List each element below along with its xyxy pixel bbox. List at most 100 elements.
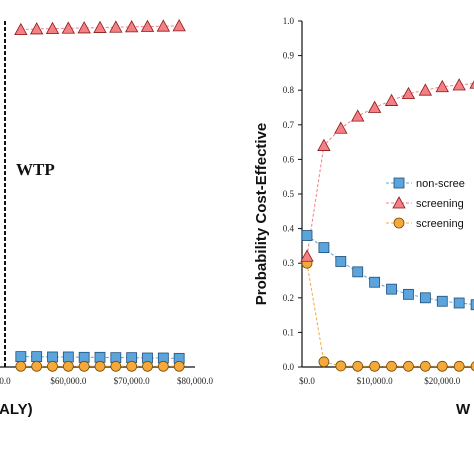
left-x-tick-label: $70,000.0 (114, 376, 151, 386)
right-point-0 (436, 295, 448, 307)
left-point-0 (93, 20, 107, 33)
left-point-2 (78, 360, 90, 372)
right-y-tick-label: 0.2 (283, 293, 294, 303)
left-point-1 (47, 351, 58, 363)
right-y-tick-label: 0.9 (283, 51, 295, 61)
legend-triangle-icon (392, 196, 406, 209)
right-x-tick-label: $20,000.0 (424, 376, 461, 386)
right-point-1 (418, 83, 433, 96)
left-point-2 (142, 360, 153, 372)
right-y-tick-label: 0.7 (283, 120, 295, 130)
wtp-annotation: WTP (16, 160, 55, 179)
left-point-1 (62, 351, 74, 363)
right-point-0 (403, 288, 414, 300)
left-x-ticks: 0.0 $60,000.0 $70,000.0 $80,000.0 (0, 376, 214, 386)
left-point-0 (45, 21, 60, 35)
left-point-2 (31, 360, 43, 372)
right-point-0 (419, 292, 431, 304)
left-point-0 (77, 21, 91, 34)
right-point-0 (318, 242, 330, 254)
left-panel: 0.0 $60,000.0 $70,000.0 $80,000.0 WTP ALY) (0, 19, 214, 418)
legend-label-2: screening (416, 218, 464, 230)
legend-label-1: screening (416, 198, 464, 210)
left-point-0 (156, 19, 171, 32)
right-point-1 (367, 100, 382, 113)
right-x-tick-label: $0.0 (299, 376, 315, 386)
left-point-1 (94, 351, 106, 363)
left-point-2 (110, 360, 122, 372)
right-point-1 (334, 121, 348, 134)
right-point-0 (453, 297, 465, 309)
left-point-0 (109, 20, 123, 33)
legend-label-0: non-scree (416, 178, 465, 190)
right-y-tick-label: 1.0 (283, 16, 295, 26)
right-series-line-1 (306, 82, 474, 257)
right-y-axis-title: Probability Cost-Effective (253, 123, 270, 306)
right-point-1 (452, 78, 466, 91)
right-x-axis-title: W (456, 401, 471, 418)
left-series-line-0 (20, 25, 180, 31)
right-y-tick-label: 0.6 (283, 154, 295, 164)
left-x-tick-label: $60,000.0 (50, 376, 87, 386)
right-point-0 (369, 276, 381, 288)
left-point-2 (15, 360, 27, 372)
left-point-0 (14, 22, 28, 36)
right-x-tick-label: $10,000.0 (357, 376, 394, 386)
right-series-line-2 (306, 263, 474, 367)
left-point-0 (124, 20, 139, 33)
right-point-2 (403, 360, 414, 372)
right-point-1 (469, 80, 474, 89)
left-point-2 (47, 360, 58, 372)
right-point-1 (435, 79, 449, 93)
right-y-tick-label: 0.4 (283, 224, 295, 234)
right-point-1 (351, 109, 365, 122)
right-point-0 (335, 256, 347, 267)
right-y-tick-label: 0.5 (283, 189, 295, 199)
left-x-tick-label: 0.0 (0, 376, 11, 386)
legend: non-scree screening screening (386, 177, 465, 230)
left-point-1 (31, 351, 43, 363)
right-point-2 (419, 360, 431, 372)
right-point-2 (470, 361, 474, 372)
left-x-axis-title: ALY) (0, 401, 33, 418)
left-x-tick-label: $80,000.0 (177, 376, 214, 386)
right-point-2 (352, 360, 364, 372)
left-point-0 (140, 19, 155, 32)
right-panel: 0.0 0.1 0.2 0.3 0.4 0.5 0.6 0.7 0.8 0.9 1.0 $0.0 $1… (253, 16, 474, 418)
left-point-2 (173, 360, 185, 372)
right-point-2 (318, 356, 330, 368)
right-point-2 (453, 360, 465, 372)
left-point-2 (157, 360, 169, 372)
left-point-2 (62, 360, 74, 372)
right-point-0 (470, 299, 474, 311)
right-point-1 (384, 93, 399, 106)
right-y-ticks: 0.0 0.1 0.2 0.3 0.4 0.5 0.6 0.7 0.8 0.9 1.0 (283, 16, 302, 372)
left-point-0 (29, 22, 44, 35)
left-point-0 (61, 21, 76, 34)
left-point-1 (78, 351, 90, 363)
right-point-0 (386, 283, 397, 295)
legend-circle-icon (393, 217, 405, 229)
right-point-2 (369, 360, 381, 372)
right-x-ticks: $0.0 $10,000.0 $20,000.0 (299, 376, 461, 386)
right-point-0 (352, 266, 364, 278)
left-point-2 (94, 360, 106, 372)
right-point-1 (401, 86, 416, 100)
left-point-1 (15, 351, 27, 363)
right-y-tick-label: 0.0 (283, 362, 295, 372)
right-point-1 (317, 138, 331, 151)
right-y-tick-label: 0.3 (283, 258, 295, 268)
left-point-2 (126, 360, 138, 372)
legend-square-icon (393, 177, 405, 189)
left-point-0 (172, 19, 186, 32)
right-y-tick-label: 0.8 (283, 85, 295, 95)
right-point-0 (301, 230, 313, 241)
left-series (14, 19, 186, 372)
right-point-1 (300, 249, 314, 262)
right-point-2 (436, 360, 448, 372)
right-point-2 (386, 360, 397, 372)
right-series (300, 78, 474, 372)
right-y-tick-label: 0.1 (283, 327, 294, 337)
right-point-2 (335, 360, 347, 372)
